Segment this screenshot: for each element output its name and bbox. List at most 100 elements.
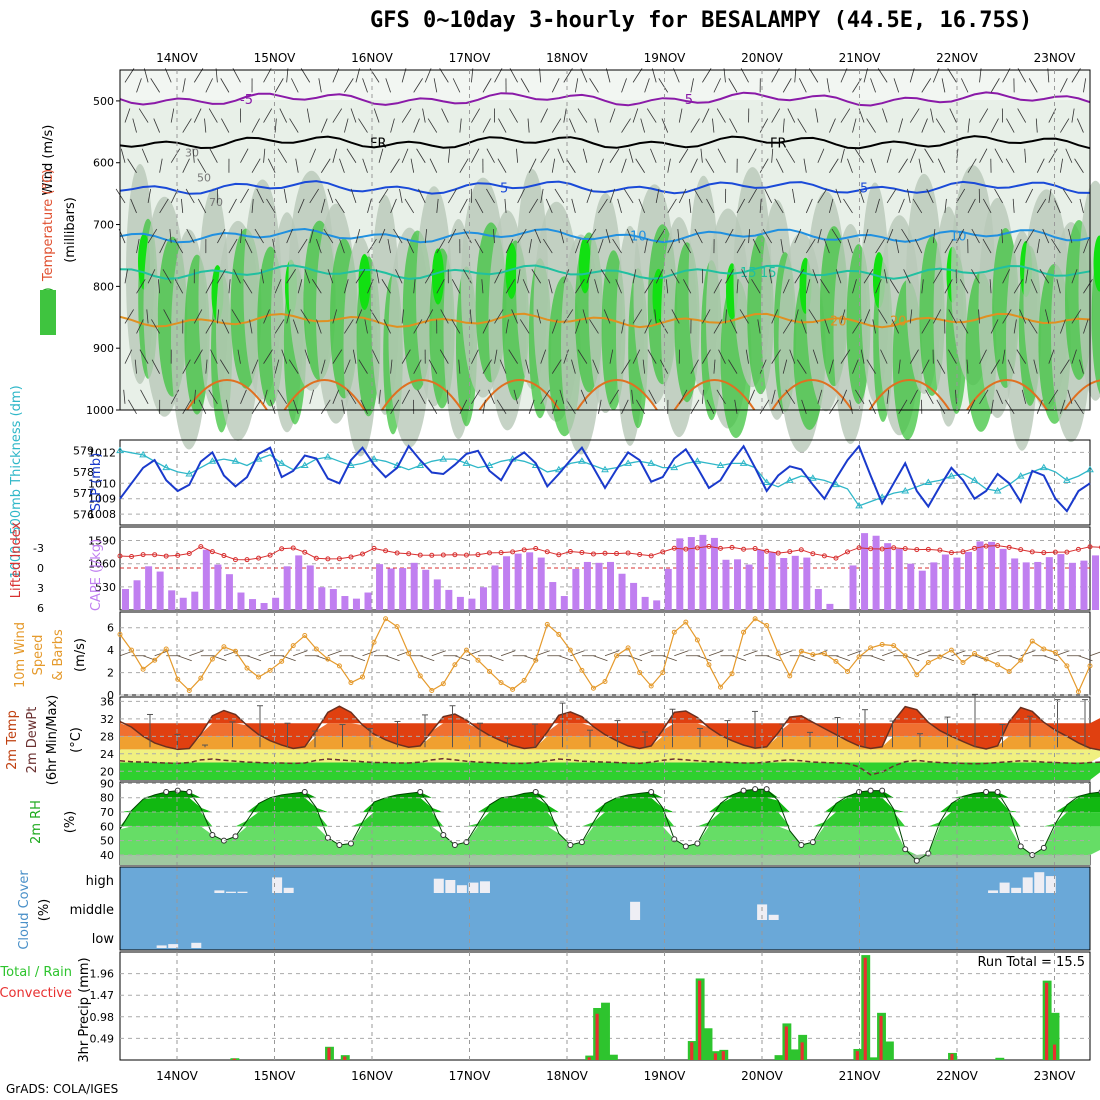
- wind-barb: [729, 118, 738, 133]
- date-label-bottom: 17NOV: [449, 1069, 491, 1083]
- thickness-marker: [116, 446, 124, 454]
- wind-barb: [320, 198, 326, 214]
- lifted-index-marker: [256, 555, 262, 561]
- date-label-bottom: 15NOV: [254, 1069, 296, 1083]
- wind-barb: [378, 148, 384, 163]
- wind-barb: [960, 78, 969, 93]
- wind-barb: [531, 269, 542, 284]
- wind-barb: [134, 359, 137, 374]
- wind-barb: [1071, 349, 1077, 364]
- lifted-index-marker: [856, 545, 862, 551]
- wind-barb: [274, 359, 280, 374]
- wind-barb: [979, 148, 988, 163]
- isotherm-label: 10: [950, 230, 967, 245]
- precip-convective-bar: [690, 1042, 694, 1060]
- wind-barb: [136, 78, 142, 93]
- pressure-tick-label: 600: [93, 157, 114, 170]
- rh-band: [120, 797, 1100, 813]
- wind-barb: [925, 389, 934, 405]
- pressure-tick-label: 1000: [86, 404, 114, 417]
- date-label-top: 21NOV: [839, 51, 881, 65]
- wind-barb: [418, 188, 426, 204]
- wind-barb: [868, 399, 876, 414]
- wind-barb: [344, 78, 354, 93]
- wind-barb: [693, 188, 703, 204]
- wind-barb: [794, 228, 802, 244]
- isotherm-25-arc: [478, 379, 561, 411]
- cape-bar: [1068, 562, 1076, 610]
- surface-wind-barb: [916, 650, 931, 657]
- wind-barb: [1056, 279, 1061, 294]
- lifted-index-marker: [983, 543, 989, 549]
- wind-barb: [638, 198, 646, 214]
- upper-air-frame: [119, 69, 1091, 411]
- wind-barb: [498, 118, 507, 133]
- wind-speed-marker: [764, 622, 770, 628]
- wind-tick-label: 2: [107, 667, 114, 680]
- wind-barb: [263, 309, 270, 324]
- thickness-marker: [578, 457, 586, 464]
- wind-barb: [789, 349, 796, 364]
- wind-barb: [794, 269, 804, 284]
- wind-barb: [204, 118, 207, 133]
- wind-speed-marker: [417, 673, 423, 679]
- wind-barb: [151, 319, 160, 334]
- isotherm-25-arc: [283, 379, 366, 411]
- wind-speed-marker: [683, 619, 689, 625]
- wind-barb: [1060, 359, 1070, 374]
- wind-barb: [840, 349, 851, 364]
- wind-barb: [124, 309, 134, 324]
- wind-barb: [401, 148, 409, 163]
- wind-barb: [539, 68, 542, 83]
- wind-speed-marker: [995, 662, 1001, 668]
- wind-barb: [716, 108, 726, 123]
- wind-barb: [571, 198, 576, 214]
- wind-barb: [205, 78, 213, 93]
- wind-barb: [352, 349, 357, 364]
- wind-barb: [979, 108, 989, 123]
- wind-speed-marker: [914, 672, 920, 678]
- temp-axis-unit: (°C): [69, 727, 84, 753]
- thickness-marker: [139, 450, 147, 458]
- wind-barb: [600, 269, 611, 284]
- wind-barb: [609, 108, 616, 123]
- wind-barb: [339, 158, 345, 173]
- wind-barb: [471, 108, 481, 123]
- wind-barb: [274, 118, 277, 133]
- lifted-index-marker: [914, 547, 920, 553]
- wind-barb: [390, 359, 393, 374]
- wind-barb: [215, 68, 218, 83]
- wind-barb: [251, 399, 262, 415]
- wind-barb: [780, 239, 784, 254]
- lifted-index-marker: [1075, 546, 1081, 552]
- wind-speed-marker: [671, 629, 677, 635]
- lifted-index-marker: [371, 545, 377, 551]
- wind-barb: [139, 349, 149, 364]
- wind-barb: [782, 279, 790, 294]
- lifted-index-marker: [868, 546, 874, 552]
- wind-barb: [1036, 158, 1045, 173]
- cape-bar: [179, 597, 187, 610]
- wind-barb: [757, 319, 761, 334]
- wind-barb: [494, 68, 503, 83]
- wind-barb: [496, 399, 507, 415]
- wind-barb: [971, 269, 980, 284]
- wind-barb: [979, 349, 987, 364]
- cloud-bar: [237, 891, 248, 893]
- cape-bar: [133, 580, 141, 610]
- wind-speed-line: [119, 617, 1091, 694]
- wind-barb: [157, 279, 161, 294]
- wind-barb: [990, 319, 999, 334]
- surface-wind-barb: [1020, 650, 1035, 657]
- wind-barb: [717, 148, 726, 163]
- thickness-marker: [1039, 463, 1048, 471]
- wind-barb: [609, 188, 616, 204]
- lifted-index-marker: [140, 552, 146, 558]
- rh-marker: [867, 787, 874, 794]
- isotherm-25-arc: [1063, 379, 1100, 411]
- wind-barb: [209, 148, 218, 163]
- cape-bar: [445, 589, 453, 610]
- rh-tick-label: 50: [100, 835, 114, 848]
- wind-barb: [877, 68, 888, 83]
- wind-speed-marker: [360, 674, 365, 680]
